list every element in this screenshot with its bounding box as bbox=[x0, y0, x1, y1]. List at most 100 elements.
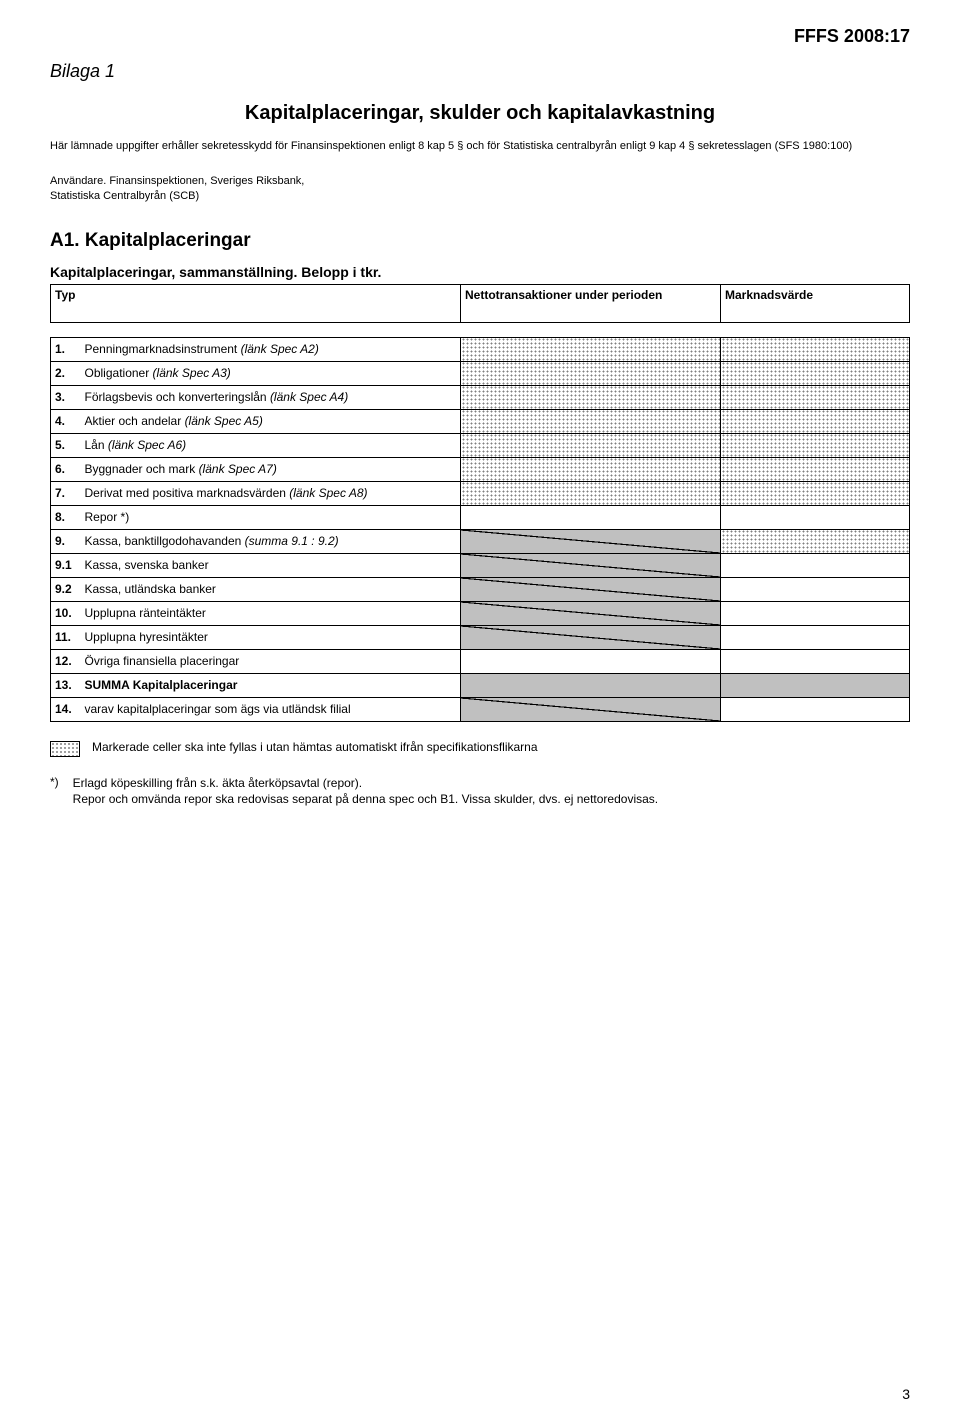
page-number: 3 bbox=[902, 1386, 910, 1402]
row-label: Upplupna ränteintäkter bbox=[81, 601, 461, 625]
table-row: 9.1Kassa, svenska banker bbox=[51, 553, 910, 577]
cell-marknadsvarde bbox=[721, 337, 910, 361]
row-number: 4. bbox=[51, 409, 81, 433]
table-row: 10.Upplupna ränteintäkter bbox=[51, 601, 910, 625]
table-row: 14.varav kapitalplaceringar som ägs via … bbox=[51, 697, 910, 721]
cell-netto bbox=[461, 553, 721, 577]
cell-marknadsvarde bbox=[721, 529, 910, 553]
users-line1: Användare. Finansinspektionen, Sveriges … bbox=[50, 175, 304, 187]
cell-marknadsvarde bbox=[721, 385, 910, 409]
table-row: 6.Byggnader och mark (länk Spec A7) bbox=[51, 457, 910, 481]
row-label: Aktier och andelar (länk Spec A5) bbox=[81, 409, 461, 433]
legend-text: Markerade celler ska inte fyllas i utan … bbox=[92, 740, 538, 754]
row-number: 5. bbox=[51, 433, 81, 457]
table-row: 5.Lån (länk Spec A6) bbox=[51, 433, 910, 457]
col-typ: Typ bbox=[51, 284, 81, 322]
cell-netto bbox=[461, 385, 721, 409]
row-number: 1. bbox=[51, 337, 81, 361]
appendix-label: Bilaga 1 bbox=[50, 61, 910, 82]
row-label: varav kapitalplaceringar som ägs via utl… bbox=[81, 697, 461, 721]
kapitalplaceringar-table: Typ Nettotransaktioner under perioden Ma… bbox=[50, 284, 910, 722]
cell-marknadsvarde bbox=[721, 697, 910, 721]
cell-netto bbox=[461, 649, 721, 673]
cell-marknadsvarde bbox=[721, 601, 910, 625]
row-number: 9.1 bbox=[51, 553, 81, 577]
cell-marknadsvarde bbox=[721, 625, 910, 649]
row-label: Övriga finansiella placeringar bbox=[81, 649, 461, 673]
row-number: 9.2 bbox=[51, 577, 81, 601]
row-label: Byggnader och mark (länk Spec A7) bbox=[81, 457, 461, 481]
table-row: 1.Penningmarknadsinstrument (länk Spec A… bbox=[51, 337, 910, 361]
cell-marknadsvarde bbox=[721, 673, 910, 697]
row-number: 6. bbox=[51, 457, 81, 481]
page-title: Kapitalplaceringar, skulder och kapitala… bbox=[50, 102, 910, 125]
table-row: 3.Förlagsbevis och konverteringslån (län… bbox=[51, 385, 910, 409]
row-label: Derivat med positiva marknadsvärden (län… bbox=[81, 481, 461, 505]
cell-marknadsvarde bbox=[721, 577, 910, 601]
users-line2: Statistiska Centralbyrån (SCB) bbox=[50, 190, 199, 202]
document-reference: FFFS 2008:17 bbox=[50, 26, 910, 47]
cell-marknadsvarde bbox=[721, 553, 910, 577]
cell-marknadsvarde bbox=[721, 409, 910, 433]
cell-netto bbox=[461, 625, 721, 649]
intro-text: Här lämnade uppgifter erhåller sekretess… bbox=[50, 139, 910, 154]
row-number: 12. bbox=[51, 649, 81, 673]
cell-netto bbox=[461, 409, 721, 433]
table-header-row: Typ Nettotransaktioner under perioden Ma… bbox=[51, 284, 910, 322]
cell-netto bbox=[461, 457, 721, 481]
row-label: Förlagsbevis och konverteringslån (länk … bbox=[81, 385, 461, 409]
cell-netto bbox=[461, 337, 721, 361]
section-heading: A1. Kapitalplaceringar bbox=[50, 230, 910, 252]
row-number: 9. bbox=[51, 529, 81, 553]
row-number: 3. bbox=[51, 385, 81, 409]
row-number: 2. bbox=[51, 361, 81, 385]
cell-marknadsvarde bbox=[721, 481, 910, 505]
cell-netto bbox=[461, 529, 721, 553]
row-label: Penningmarknadsinstrument (länk Spec A2) bbox=[81, 337, 461, 361]
row-label: Kassa, svenska banker bbox=[81, 553, 461, 577]
cell-marknadsvarde bbox=[721, 457, 910, 481]
cell-netto bbox=[461, 505, 721, 529]
row-number: 10. bbox=[51, 601, 81, 625]
footnote: *) Erlagd köpeskilling från s.k. äkta åt… bbox=[50, 775, 910, 807]
row-label: Lån (länk Spec A6) bbox=[81, 433, 461, 457]
col-mark: Marknadsvärde bbox=[721, 284, 910, 322]
row-label: Repor *) bbox=[81, 505, 461, 529]
cell-marknadsvarde bbox=[721, 361, 910, 385]
cell-netto bbox=[461, 577, 721, 601]
cell-marknadsvarde bbox=[721, 433, 910, 457]
table-row: 4.Aktier och andelar (länk Spec A5) bbox=[51, 409, 910, 433]
row-number: 11. bbox=[51, 625, 81, 649]
col-typ-spacer bbox=[81, 284, 461, 322]
row-number: 8. bbox=[51, 505, 81, 529]
table-subheading: Kapitalplaceringar, sammanställning. Bel… bbox=[50, 264, 910, 280]
page: FFFS 2008:17 Bilaga 1 Kapitalplaceringar… bbox=[0, 0, 960, 1424]
row-label: Upplupna hyresintäkter bbox=[81, 625, 461, 649]
footnote-mark: *) bbox=[50, 775, 59, 807]
cell-netto bbox=[461, 673, 721, 697]
table-row: 2.Obligationer (länk Spec A3) bbox=[51, 361, 910, 385]
cell-netto bbox=[461, 361, 721, 385]
col-netto: Nettotransaktioner under perioden bbox=[461, 284, 721, 322]
cell-netto bbox=[461, 601, 721, 625]
row-number: 14. bbox=[51, 697, 81, 721]
cell-marknadsvarde bbox=[721, 649, 910, 673]
row-number: 13. bbox=[51, 673, 81, 697]
footnote-line1: Erlagd köpeskilling från s.k. äkta återk… bbox=[73, 776, 362, 790]
footnote-line2: Repor och omvända repor ska redovisas se… bbox=[73, 792, 658, 806]
table-row: 13.SUMMA Kapitalplaceringar bbox=[51, 673, 910, 697]
cell-marknadsvarde bbox=[721, 505, 910, 529]
table-row: 11.Upplupna hyresintäkter bbox=[51, 625, 910, 649]
cell-netto bbox=[461, 433, 721, 457]
row-label: Obligationer (länk Spec A3) bbox=[81, 361, 461, 385]
table-row: 7.Derivat med positiva marknadsvärden (l… bbox=[51, 481, 910, 505]
users-block: Användare. Finansinspektionen, Sveriges … bbox=[50, 174, 910, 204]
row-label: Kassa, banktillgodohavanden (summa 9.1 :… bbox=[81, 529, 461, 553]
row-label: Kassa, utländska banker bbox=[81, 577, 461, 601]
cell-netto bbox=[461, 697, 721, 721]
row-number: 7. bbox=[51, 481, 81, 505]
row-label: SUMMA Kapitalplaceringar bbox=[81, 673, 461, 697]
table-row: 9.Kassa, banktillgodohavanden (summa 9.1… bbox=[51, 529, 910, 553]
table-row: 12.Övriga finansiella placeringar bbox=[51, 649, 910, 673]
table-row: 8.Repor *) bbox=[51, 505, 910, 529]
